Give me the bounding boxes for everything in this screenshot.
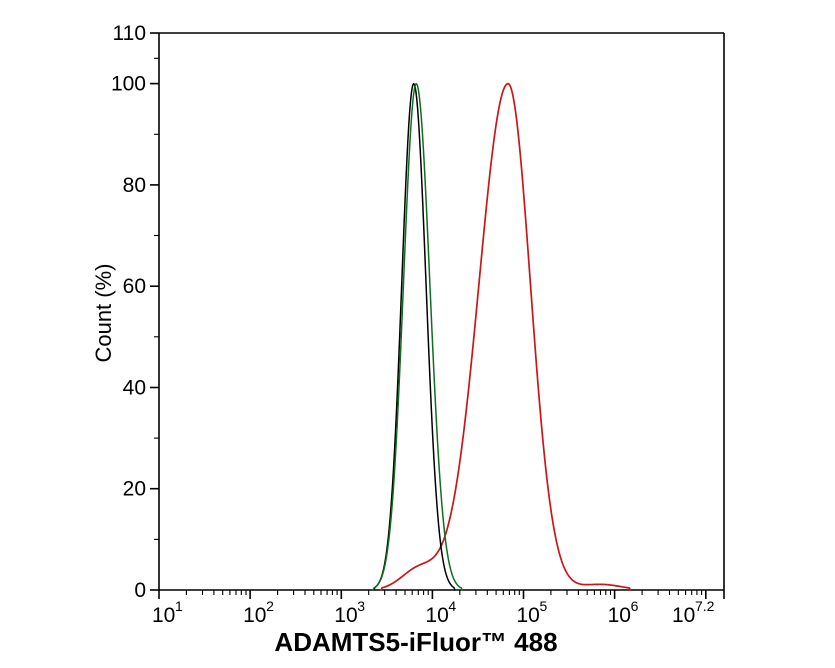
svg-text:100: 100 [111,73,146,96]
svg-text:ADAMTS5-iFluor™ 488: ADAMTS5-iFluor™ 488 [274,627,557,657]
svg-text:10: 10 [334,604,357,627]
svg-text:60: 60 [123,275,146,298]
svg-text:0: 0 [134,579,146,602]
svg-text:Count (%): Count (%) [91,263,116,362]
svg-text:1: 1 [175,598,183,614]
svg-text:10: 10 [608,604,631,627]
svg-text:7.2: 7.2 [695,598,715,614]
svg-text:2: 2 [266,598,274,614]
svg-text:6: 6 [631,598,639,614]
svg-text:10: 10 [152,604,175,627]
svg-text:20: 20 [123,478,146,501]
svg-text:40: 40 [123,377,146,400]
svg-text:10: 10 [672,604,695,627]
svg-text:5: 5 [540,598,548,614]
svg-text:80: 80 [123,174,146,197]
svg-text:110: 110 [113,22,146,45]
svg-text:10: 10 [243,604,266,627]
svg-text:3: 3 [357,598,365,614]
svg-text:10: 10 [425,604,448,627]
svg-text:10: 10 [517,604,540,627]
svg-text:4: 4 [448,598,456,614]
